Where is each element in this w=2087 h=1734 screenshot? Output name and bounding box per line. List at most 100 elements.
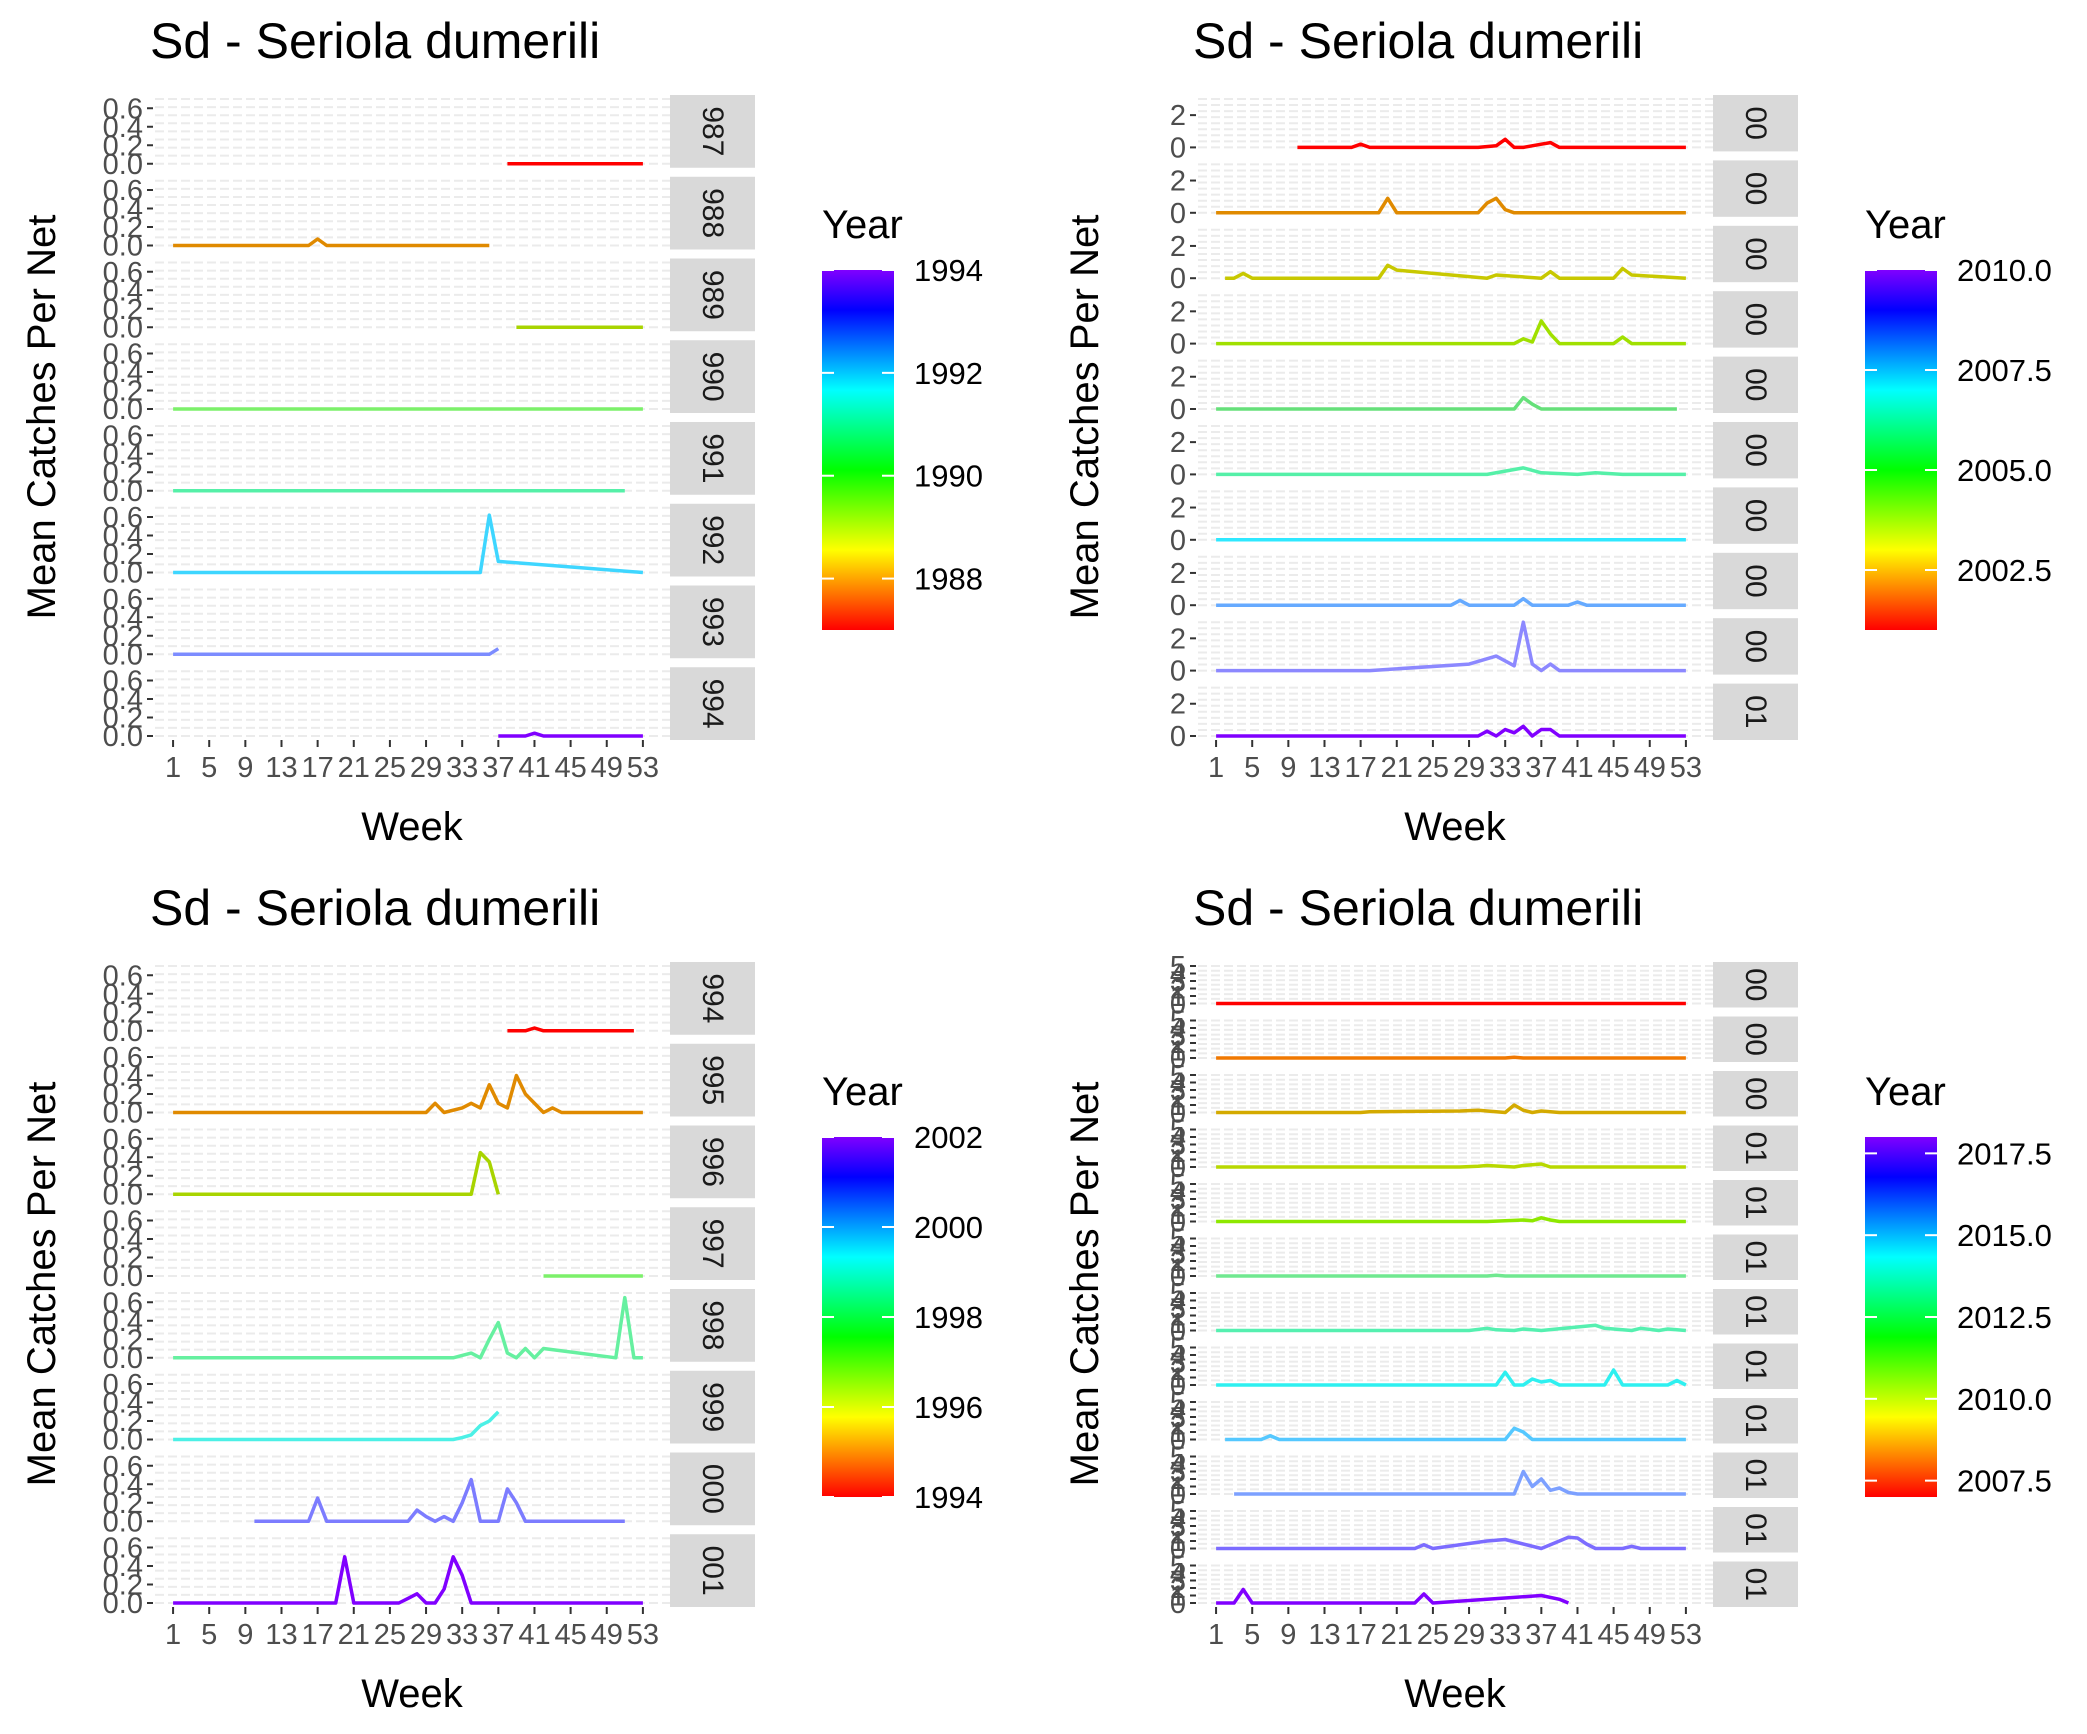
facet-strip: [1713, 1125, 1798, 1171]
facet-strip-label: 998: [696, 1300, 729, 1350]
facet-panel-1989: 0.00.20.40.6 989: [103, 257, 755, 344]
facet-strip-label: 995: [696, 1055, 729, 1105]
y-tick-label: 0.4: [103, 1388, 143, 1420]
y-tick-label: 0.6: [103, 339, 143, 371]
facet-strip-label: 00: [1739, 434, 1772, 467]
y-tick-label: 2: [1170, 558, 1186, 590]
y-tick-label: 0: [1170, 1370, 1186, 1402]
y-tick-label: 0: [1170, 1534, 1186, 1566]
facet-strip-label: 000: [696, 1464, 729, 1514]
y-tick-label: 0.6: [103, 666, 143, 698]
y-tick-label: 0: [1170, 1479, 1186, 1511]
x-tick-label: 1: [1208, 752, 1224, 784]
facet-strip-label: 01: [1739, 1132, 1772, 1165]
y-tick-label: 0.0: [103, 1261, 143, 1293]
y-tick-label: 0.2: [103, 703, 143, 735]
y-tick-label: 2: [1170, 1519, 1186, 1551]
y-tick-label: 5: [1170, 1169, 1186, 1201]
facet-panel-1998: 0.00.20.40.6 998: [103, 1287, 755, 1375]
y-tick-label: 3: [1170, 1021, 1186, 1053]
x-tick-label: 53: [627, 1619, 659, 1651]
x-tick-label: 45: [1597, 752, 1629, 784]
y-tick-label: 0: [1170, 459, 1186, 491]
x-tick-label: 5: [1244, 752, 1260, 784]
series-line-2011: [1216, 1216, 1686, 1224]
y-tick-label: 2: [1170, 1301, 1186, 1333]
y-tick-label: 1: [1170, 1581, 1186, 1613]
chart-title: Sd - Seriola dumerili: [1193, 13, 1643, 69]
facet-strip-label: 00: [1739, 172, 1772, 205]
series-line-2015: [1225, 1426, 1686, 1442]
y-tick-label: 0.4: [103, 275, 143, 307]
facet-strip-label: 01: [1739, 1513, 1772, 1546]
facet-strip: [670, 667, 755, 740]
y-tick-label: 0.4: [103, 357, 143, 389]
series-line-1998: [173, 1295, 643, 1360]
y-tick-label: 4: [1170, 1340, 1186, 1372]
y-tick-label: 2: [1170, 1464, 1186, 1496]
facet-strip: [670, 585, 755, 659]
y-axis-title: Mean Catches Per Net: [1063, 215, 1107, 620]
x-tick-label: 17: [1344, 752, 1376, 784]
facet-strip-label: 994: [696, 973, 729, 1023]
y-tick-label: 4: [1170, 1395, 1186, 1427]
x-tick-label: 21: [1381, 752, 1413, 784]
facet-panel-1995: 0.00.20.40.6 995: [103, 1042, 755, 1130]
y-tick-label: 0.6: [103, 1369, 143, 1401]
series-line-2002: [1216, 196, 1686, 215]
legend-label: 1998: [914, 1300, 983, 1335]
y-tick-label: 2: [1170, 100, 1186, 132]
y-tick-label: 0.2: [103, 997, 143, 1029]
x-tick-label: 49: [1634, 752, 1666, 784]
y-tick-label: 0.2: [103, 1406, 143, 1438]
y-tick-label: 0: [1170, 1316, 1186, 1348]
y-tick-label: 0.4: [103, 439, 143, 471]
facet-panel-2010: 02 01: [1170, 683, 1798, 753]
y-tick-label: 3: [1170, 1566, 1186, 1598]
legend-label: 2005.0: [1957, 453, 2052, 488]
y-tick-label: 0.0: [103, 639, 143, 671]
y-axis-title: Mean Catches Per Net: [1063, 1082, 1107, 1487]
y-tick-label: 0.0: [103, 1016, 143, 1048]
series-line-2001: [1297, 137, 1686, 150]
y-tick-label: 2: [1170, 231, 1186, 263]
y-tick-label: 0.6: [103, 1287, 143, 1319]
facet-strip: [1713, 1180, 1798, 1226]
y-tick-label: 0.0: [103, 1506, 143, 1538]
y-tick-label: 2: [1170, 1083, 1186, 1115]
facet-strip: [1713, 1016, 1798, 1062]
y-tick-label: 0.0: [103, 721, 143, 753]
x-tick-label: 33: [446, 1619, 478, 1651]
y-tick-label: 2: [1170, 974, 1186, 1006]
facet-strip: [670, 1370, 755, 1444]
facet-strip: [670, 258, 755, 332]
y-tick-label: 0: [1170, 1152, 1186, 1184]
y-tick-label: 2: [1170, 1246, 1186, 1278]
y-tick-label: 0.4: [103, 979, 143, 1011]
y-tick-label: 1: [1170, 1254, 1186, 1286]
y-tick-label: 1: [1170, 1199, 1186, 1231]
y-tick-label: 0.2: [103, 376, 143, 408]
x-tick-label: 37: [1525, 1619, 1557, 1651]
y-tick-label: 5: [1170, 1224, 1186, 1256]
y-tick-label: 0.6: [103, 1042, 143, 1074]
x-tick-label: 9: [1280, 752, 1296, 784]
x-tick-label: 9: [237, 1619, 253, 1651]
facet-panel-1992: 0.00.20.40.6 992: [103, 502, 755, 590]
y-tick-label: 0: [1170, 1207, 1186, 1239]
facet-panel-1994: 0.00.20.40.6 994: [103, 666, 755, 753]
y-tick-label: 0.2: [103, 457, 143, 489]
y-tick-label: 0: [1170, 656, 1186, 688]
facet-strip-label: 989: [696, 270, 729, 320]
y-tick-label: 0.6: [103, 1206, 143, 1238]
chart-title: Sd - Seriola dumerili: [150, 13, 600, 69]
y-tick-label: 3: [1170, 1293, 1186, 1325]
series-line-2012: [1216, 1273, 1686, 1278]
y-tick-label: 0.0: [103, 476, 143, 508]
x-tick-label: 37: [482, 752, 514, 784]
x-axis-title: Week: [361, 1672, 464, 1716]
x-tick-label: 45: [554, 1619, 586, 1651]
